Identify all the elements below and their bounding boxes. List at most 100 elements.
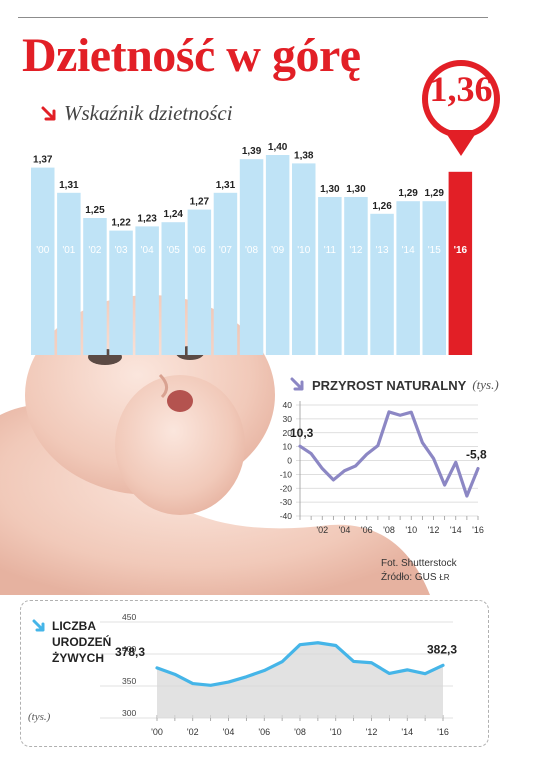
fertility-year-label: '03 bbox=[115, 245, 128, 256]
fertility-value-label: 1,31 bbox=[59, 180, 79, 191]
fertility-year-label: '06 bbox=[193, 245, 206, 256]
pn-xtick-label: '06 bbox=[361, 525, 373, 535]
fertility-bar bbox=[292, 163, 316, 355]
births-xtick-label: '10 bbox=[330, 727, 342, 737]
births-series-line bbox=[155, 641, 445, 687]
natural-increase-title-text: Przyrost naturalny bbox=[312, 377, 467, 393]
fertility-year-label: '14 bbox=[402, 245, 415, 256]
fertility-value-label: 1,29 bbox=[398, 188, 418, 199]
pn-start-label: 10,3 bbox=[290, 426, 314, 440]
arrow-down-right-icon bbox=[32, 619, 45, 632]
fertility-bar bbox=[239, 159, 264, 355]
births-ytick-label: 400 bbox=[122, 644, 136, 654]
fertility-value-label: 1,30 bbox=[320, 184, 340, 195]
fertility-bar bbox=[187, 209, 212, 355]
fertility-year-label: '15 bbox=[428, 245, 441, 256]
fertility-bar bbox=[396, 201, 420, 355]
pn-xtick-label: '10 bbox=[405, 525, 417, 535]
births-chart: 450400350300'00'02'04'06'08'10'12'14'16 … bbox=[100, 612, 457, 737]
author-initials: ŁR bbox=[439, 573, 450, 582]
fertility-year-label: '01 bbox=[62, 245, 75, 256]
births-xtick-label: '00 bbox=[151, 727, 163, 737]
pn-xtick-label: '08 bbox=[383, 525, 395, 535]
births-xtick-label: '06 bbox=[258, 727, 270, 737]
fertility-title-text: Wskaźnik dzietności bbox=[64, 101, 233, 125]
births-xtick-label: '08 bbox=[294, 727, 306, 737]
fertility-year-label: '08 bbox=[245, 245, 258, 256]
births-xtick-label: '02 bbox=[187, 727, 199, 737]
births-xtick-label: '14 bbox=[401, 727, 413, 737]
fertility-bar bbox=[265, 155, 290, 355]
births-title-line-1: Liczba bbox=[52, 619, 96, 633]
highlight-value: 1,36 bbox=[429, 69, 493, 109]
fertility-bar bbox=[448, 171, 473, 355]
fertility-bar bbox=[109, 230, 133, 355]
births-ytick-label: 350 bbox=[122, 676, 136, 686]
pn-xtick-label: '16 bbox=[472, 525, 484, 535]
births-start-label: 378,3 bbox=[115, 645, 145, 659]
credits: Fot. Shutterstock Źródło: GUS ŁR bbox=[381, 557, 457, 585]
fertility-value-label: 1,39 bbox=[242, 146, 262, 157]
pn-ytick-label: 10 bbox=[283, 442, 293, 452]
pn-ytick-label: -30 bbox=[280, 497, 293, 507]
fertility-value-label: 1,25 bbox=[85, 205, 105, 216]
fertility-value-label: 1,37 bbox=[33, 155, 53, 166]
births-xtick-label: '04 bbox=[223, 727, 235, 737]
births-ytick-label: 300 bbox=[122, 708, 136, 718]
fertility-bar bbox=[57, 192, 81, 355]
source-credit: Źródło: GUS bbox=[381, 572, 437, 583]
births-title-line-2: urodzeń bbox=[52, 635, 112, 649]
pn-series-line bbox=[298, 410, 480, 498]
fertility-year-label: '10 bbox=[297, 245, 310, 256]
births-ytick-label: 450 bbox=[122, 612, 136, 622]
fertility-value-label: 1,24 bbox=[164, 209, 184, 220]
fertility-bar bbox=[344, 197, 368, 355]
births-end-label: 382,3 bbox=[427, 642, 457, 656]
fertility-value-label: 1,27 bbox=[190, 197, 210, 208]
fertility-chart: '00 1,37 '01 1,31 '02 1,25 '03 1,22 '04 1,23 '05 1,… bbox=[31, 142, 473, 355]
baby-photo bbox=[0, 295, 430, 595]
fertility-year-label: '07 bbox=[219, 245, 232, 256]
births-unit: (tys.) bbox=[28, 711, 51, 723]
fertility-value-label: 1,40 bbox=[268, 142, 288, 153]
pn-ytick-label: 30 bbox=[283, 414, 293, 424]
fertility-year-label: '00 bbox=[36, 245, 49, 256]
fertility-title: Wskaźnik dzietności bbox=[40, 101, 233, 126]
fertility-year-label: '11 bbox=[324, 245, 337, 256]
highlight-callout bbox=[422, 60, 500, 156]
fertility-value-label: 1,38 bbox=[294, 150, 314, 161]
fertility-bar bbox=[370, 213, 394, 355]
pn-xtick-label: '14 bbox=[450, 525, 462, 535]
pn-end-label: -5,8 bbox=[466, 448, 487, 462]
pn-ytick-label: 20 bbox=[283, 428, 293, 438]
arrow-down-right-icon bbox=[41, 106, 56, 120]
fertility-year-label: '12 bbox=[349, 245, 362, 256]
fertility-bar bbox=[318, 197, 342, 355]
pn-ytick-label: -10 bbox=[280, 469, 293, 479]
headline: Dzietność w górę bbox=[22, 29, 361, 82]
pn-ytick-label: 0 bbox=[287, 456, 292, 466]
fertility-bar bbox=[135, 226, 159, 355]
fertility-value-label: 1,29 bbox=[425, 188, 445, 199]
fertility-value-label: 1,30 bbox=[346, 184, 366, 195]
pn-xtick-label: '12 bbox=[428, 525, 440, 535]
births-area-fill bbox=[157, 642, 443, 718]
pn-xtick-label: '02 bbox=[316, 525, 328, 535]
natural-increase-title: Przyrost naturalny (tys.) bbox=[290, 377, 499, 393]
natural-increase-chart: 40 30 20 10 0 -10 -20 -30 -40 '02 '04 '06 '08 '10 '12 '… bbox=[280, 400, 487, 535]
arrow-down-right-icon bbox=[290, 377, 304, 391]
births-title-line-3: żywych bbox=[52, 651, 104, 665]
fertility-value-label: 1,26 bbox=[372, 201, 392, 212]
fertility-value-label: 1,31 bbox=[216, 180, 236, 191]
fertility-year-label: '13 bbox=[376, 245, 389, 256]
pn-ytick-label: -40 bbox=[280, 511, 293, 521]
fertility-bar bbox=[83, 218, 107, 355]
natural-increase-unit: (tys.) bbox=[472, 377, 499, 392]
top-rule bbox=[18, 17, 488, 18]
fertility-year-label: '05 bbox=[167, 245, 180, 256]
fertility-year-label: '09 bbox=[271, 245, 284, 256]
fertility-value-label: 1,23 bbox=[137, 213, 157, 224]
fertility-year-label: '02 bbox=[88, 245, 101, 256]
pn-ytick-label: -20 bbox=[280, 483, 293, 493]
fertility-bar bbox=[213, 192, 238, 355]
